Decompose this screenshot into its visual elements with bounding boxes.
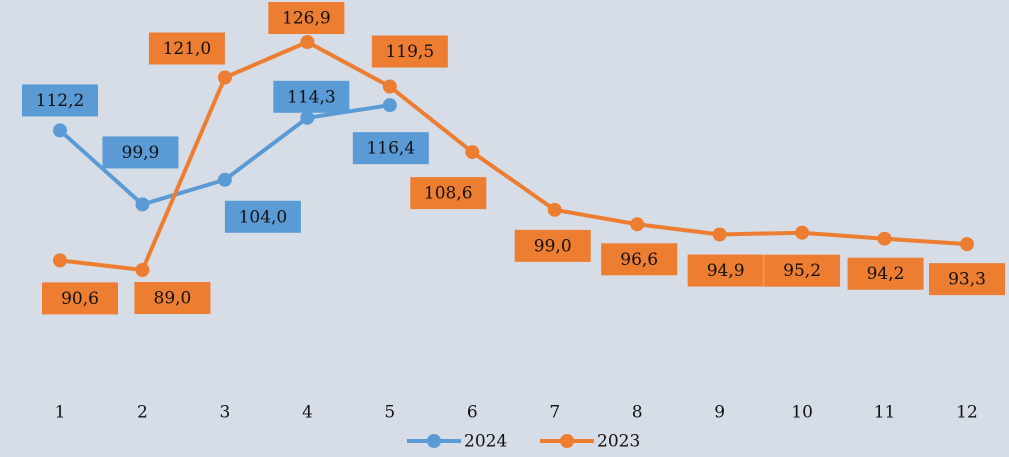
label-box [847, 257, 924, 290]
point [712, 227, 727, 242]
data-label: 89,0 [154, 289, 192, 309]
label-box [22, 84, 98, 117]
data-label: 126,9 [282, 9, 331, 29]
point [465, 145, 480, 160]
data-label: 104,0 [239, 207, 288, 227]
label-box [687, 254, 764, 287]
x-tick-label: 5 [384, 403, 395, 423]
label-box [148, 32, 225, 65]
data-label: 93,3 [948, 270, 986, 290]
label-box [929, 263, 1005, 296]
label-box [514, 229, 591, 262]
series-line [59, 40, 968, 272]
label-box [268, 2, 345, 34]
legend-marker [560, 434, 574, 448]
point [53, 123, 67, 138]
data-label: 119,5 [385, 42, 434, 62]
x-tick-label: 9 [714, 403, 725, 423]
point [217, 70, 232, 85]
x-tick-label: 2 [137, 403, 148, 423]
data-label: 116,4 [366, 139, 415, 159]
point [960, 237, 974, 252]
label-box [764, 254, 841, 287]
x-tick-label: 10 [791, 403, 813, 423]
label-box [273, 80, 350, 113]
x-tick-label: 12 [956, 403, 978, 423]
point [547, 202, 562, 217]
label-box [42, 282, 118, 315]
data-label: 112,2 [36, 91, 85, 111]
label-box [601, 243, 678, 276]
point [877, 231, 892, 246]
data-label: 96,6 [620, 250, 658, 270]
data-label: 108,6 [424, 184, 473, 204]
data-label: 94,2 [867, 264, 905, 284]
label-box [134, 282, 211, 314]
label-box [224, 200, 301, 233]
point [382, 79, 397, 94]
legend-marker [427, 434, 441, 448]
label-box [410, 177, 487, 210]
legend-label: 2023 [597, 432, 640, 452]
point [382, 98, 397, 113]
x-tick-label: 4 [302, 403, 313, 423]
data-label: 94,9 [707, 261, 745, 281]
data-label: 99,9 [122, 143, 160, 163]
data-label: 99,0 [534, 236, 572, 256]
point [135, 197, 150, 212]
x-tick-label: 1 [55, 403, 66, 423]
point [135, 263, 150, 277]
x-tick-label: 11 [874, 403, 896, 423]
point [53, 253, 67, 268]
label-box [371, 35, 448, 68]
point [795, 225, 810, 240]
data-label: 114,3 [287, 87, 336, 107]
legend-label: 2024 [464, 432, 507, 452]
x-tick-label: 6 [467, 403, 478, 423]
label-box [352, 132, 429, 165]
point [300, 35, 315, 49]
data-label: 121,0 [163, 39, 212, 59]
data-label: 90,6 [61, 289, 99, 309]
point [300, 110, 315, 125]
point [217, 172, 232, 187]
label-box [102, 136, 179, 169]
point [630, 217, 645, 232]
x-tick-label: 7 [549, 403, 560, 423]
x-tick-label: 3 [219, 403, 230, 423]
data-label: 95,2 [783, 261, 821, 281]
x-tick-label: 8 [632, 403, 643, 423]
